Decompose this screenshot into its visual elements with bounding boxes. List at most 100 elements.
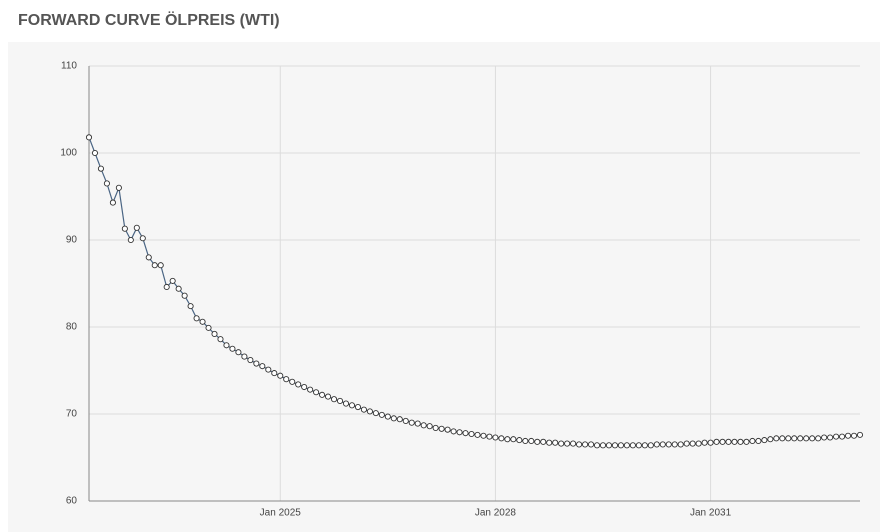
point: [265, 366, 272, 373]
point: [821, 434, 828, 441]
point: [277, 372, 284, 379]
point: [815, 435, 822, 442]
point: [348, 402, 356, 409]
point: [396, 416, 403, 423]
point: [510, 436, 517, 443]
point: [749, 437, 756, 445]
point: [462, 430, 469, 437]
point: [342, 400, 350, 407]
point: [85, 134, 93, 141]
point: [528, 437, 535, 445]
point: [761, 437, 768, 444]
point: [402, 417, 409, 425]
point: [163, 283, 170, 291]
point: [295, 381, 302, 388]
x-tick-label: Jan 2025: [260, 508, 302, 519]
point: [360, 406, 367, 413]
point: [193, 315, 200, 322]
y-tick-label: 100: [60, 148, 77, 159]
point: [492, 434, 499, 441]
point: [313, 389, 320, 396]
point: [599, 442, 607, 449]
point: [593, 442, 601, 449]
point: [719, 438, 726, 445]
point: [665, 441, 672, 448]
point: [271, 370, 278, 377]
point: [468, 430, 475, 438]
point: [115, 184, 122, 191]
point: [647, 442, 654, 449]
point: [151, 262, 158, 269]
y-tick-label: 80: [66, 322, 78, 333]
point: [283, 376, 290, 383]
point: [187, 303, 194, 310]
point: [444, 426, 451, 433]
chart-panel: [8, 42, 880, 532]
point: [372, 410, 379, 417]
point: [217, 336, 224, 343]
point: [856, 431, 864, 438]
point: [653, 441, 660, 448]
point: [725, 438, 732, 445]
point: [259, 363, 266, 370]
point: [516, 437, 523, 444]
point: [809, 435, 816, 442]
y-tick-label: 90: [66, 235, 78, 246]
point: [605, 442, 613, 449]
point: [145, 254, 152, 261]
point: [617, 442, 624, 449]
point: [564, 440, 571, 447]
point: [390, 415, 397, 422]
point: [803, 435, 810, 442]
point: [205, 324, 212, 331]
point: [629, 442, 636, 449]
point: [486, 433, 493, 440]
point: [414, 420, 421, 427]
point: [504, 436, 511, 443]
point: [797, 435, 804, 442]
point: [199, 318, 206, 325]
point: [827, 434, 834, 441]
point: [713, 438, 720, 445]
point: [833, 433, 840, 440]
point: [839, 433, 846, 440]
point: [307, 386, 314, 393]
point: [103, 180, 110, 187]
point: [611, 442, 619, 449]
point: [133, 224, 140, 231]
point: [354, 403, 362, 411]
point: [546, 439, 553, 446]
point: [474, 431, 481, 438]
point: [384, 413, 391, 420]
point: [336, 397, 344, 405]
point: [432, 424, 439, 431]
point: [779, 435, 786, 442]
point: [683, 440, 690, 447]
point: [767, 436, 774, 443]
point: [844, 432, 852, 439]
point: [420, 422, 427, 429]
point: [785, 435, 792, 442]
point: [731, 438, 738, 445]
point: [558, 440, 565, 447]
point: [235, 349, 242, 356]
point: [426, 423, 433, 430]
point: [408, 419, 415, 426]
point: [570, 440, 577, 447]
point: [677, 441, 684, 448]
point: [755, 437, 762, 445]
point: [97, 165, 105, 172]
point: [701, 439, 708, 446]
point: [319, 391, 326, 398]
point: [635, 442, 642, 449]
point: [366, 408, 373, 415]
line: [88, 137, 861, 446]
point: [253, 360, 260, 367]
point: [223, 342, 230, 349]
chart-title: FORWARD CURVE ÖLPREIS (WTI): [18, 12, 280, 29]
point: [540, 438, 547, 445]
point: [587, 441, 595, 448]
point: [438, 425, 445, 432]
point: [641, 442, 648, 449]
